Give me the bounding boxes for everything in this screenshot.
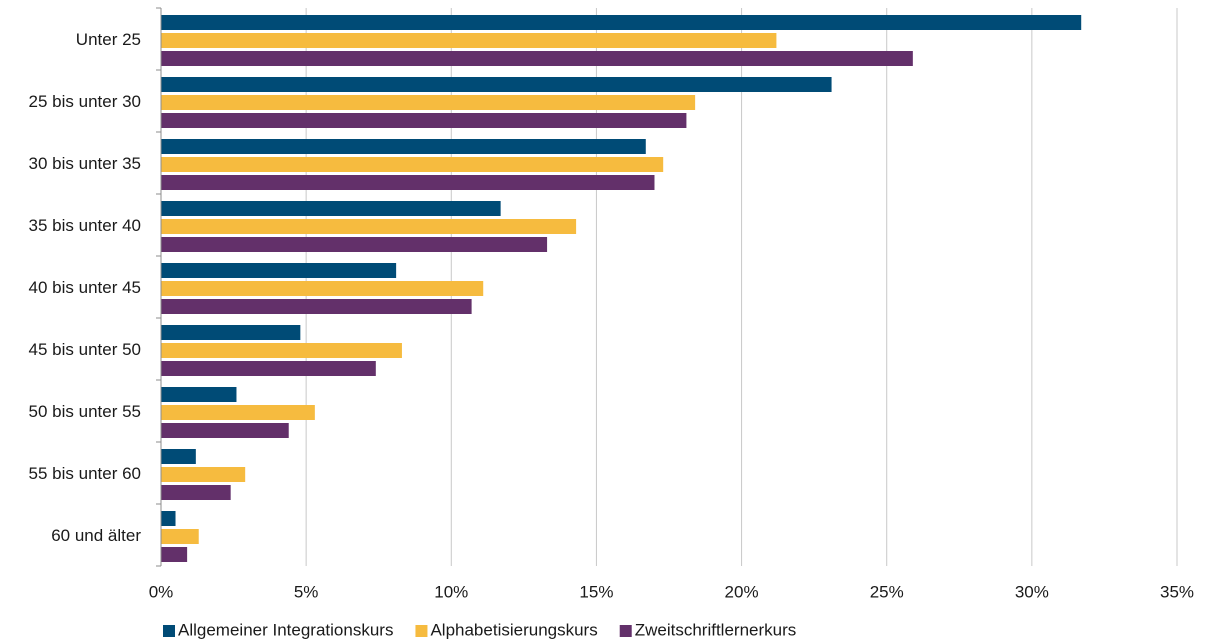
category-label: 25 bis unter 30 bbox=[29, 92, 141, 111]
bar bbox=[161, 387, 236, 402]
x-tick-label: 10% bbox=[434, 582, 468, 601]
bar bbox=[161, 361, 376, 376]
legend-swatch bbox=[415, 625, 427, 637]
category-label: Unter 25 bbox=[76, 30, 141, 49]
axes bbox=[156, 8, 161, 566]
category-label: 50 bis unter 55 bbox=[29, 402, 141, 421]
legend-item: Alphabetisierungskurs bbox=[415, 620, 597, 639]
category-label: 60 und älter bbox=[51, 526, 141, 545]
legend-item: Zweitschriftlernerkurs bbox=[620, 620, 797, 639]
bar bbox=[161, 449, 196, 464]
legend-swatch bbox=[620, 625, 632, 637]
bar bbox=[161, 139, 646, 154]
bar bbox=[161, 405, 315, 420]
legend-label: Zweitschriftlernerkurs bbox=[635, 620, 797, 639]
bar bbox=[161, 157, 663, 172]
bar bbox=[161, 201, 501, 216]
bar bbox=[161, 343, 402, 358]
x-tick-label: 0% bbox=[149, 582, 174, 601]
legend-label: Alphabetisierungskurs bbox=[430, 620, 597, 639]
bar bbox=[161, 15, 1081, 30]
category-labels: Unter 25 25 bis unter 30 30 bis unter 35 35… bbox=[29, 30, 142, 545]
bar bbox=[161, 51, 913, 66]
bar bbox=[161, 511, 176, 526]
bar bbox=[161, 113, 686, 128]
bar bbox=[161, 77, 832, 92]
bar bbox=[161, 219, 576, 234]
legend-swatch bbox=[163, 625, 175, 637]
x-tick-label: 20% bbox=[725, 582, 759, 601]
legend-item: Allgemeiner Integrationskurs bbox=[163, 620, 393, 639]
bar bbox=[161, 485, 231, 500]
bar bbox=[161, 299, 472, 314]
x-tick-label: 30% bbox=[1015, 582, 1049, 601]
x-tick-labels: 0% 5% 10% 15% 20% 25% 30% 35% bbox=[149, 582, 1194, 601]
category-label: 55 bis unter 60 bbox=[29, 464, 141, 483]
bar bbox=[161, 263, 396, 278]
x-tick-label: 5% bbox=[294, 582, 319, 601]
x-tick-label: 25% bbox=[870, 582, 904, 601]
bar bbox=[161, 95, 695, 110]
category-label: 40 bis unter 45 bbox=[29, 278, 141, 297]
bar bbox=[161, 33, 776, 48]
bar bbox=[161, 237, 547, 252]
category-label: 30 bis unter 35 bbox=[29, 154, 141, 173]
legend: Allgemeiner Integrationskurs Alphabetisie… bbox=[163, 620, 796, 639]
bar bbox=[161, 175, 654, 190]
x-tick-label: 15% bbox=[579, 582, 613, 601]
x-tick-label: 35% bbox=[1160, 582, 1194, 601]
bar bbox=[161, 529, 199, 544]
bars bbox=[161, 15, 1081, 562]
legend-label: Allgemeiner Integrationskurs bbox=[178, 620, 393, 639]
category-label: 45 bis unter 50 bbox=[29, 340, 141, 359]
bar bbox=[161, 467, 245, 482]
bar bbox=[161, 281, 483, 296]
bar bbox=[161, 547, 187, 562]
bar bbox=[161, 325, 300, 340]
bar bbox=[161, 423, 289, 438]
category-label: 35 bis unter 40 bbox=[29, 216, 141, 235]
